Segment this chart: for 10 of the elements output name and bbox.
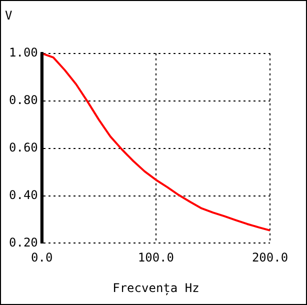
y-tick-label: 0.60 <box>8 140 38 154</box>
y-tick-label: 0.40 <box>8 188 38 202</box>
x-tick-label: 200.0 <box>252 250 288 265</box>
y-axis-title: V <box>5 8 12 22</box>
x-tick-label: 100.0 <box>138 250 174 265</box>
y-tick-label: 1.00 <box>8 46 38 60</box>
y-tick-label: 0.20 <box>8 235 38 250</box>
x-axis-title: Frecvența Hz <box>112 280 200 296</box>
y-tick-label: 0.80 <box>8 92 38 107</box>
x-tick-label: 0.0 <box>31 250 53 265</box>
